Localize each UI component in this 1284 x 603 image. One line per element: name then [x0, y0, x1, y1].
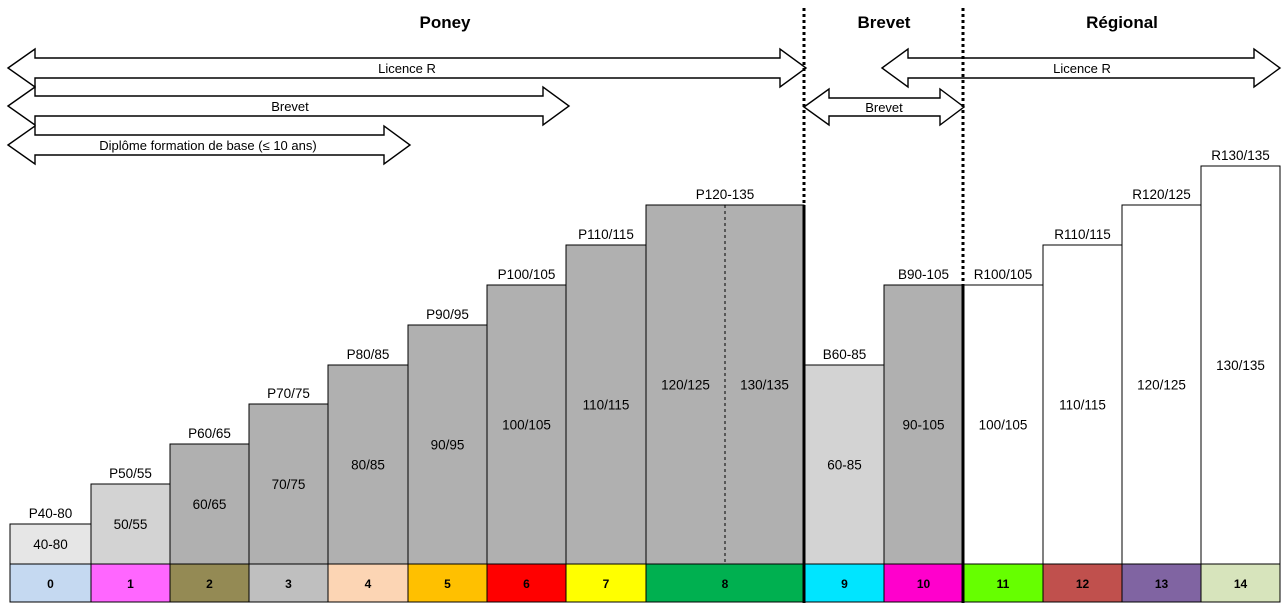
header-regional: Régional — [1086, 13, 1158, 32]
level-label-10: 10 — [917, 577, 931, 591]
step-bar-6 — [486, 284, 567, 565]
level-cell-9 — [804, 563, 885, 603]
step-inner-label-13: 120/125 — [1137, 378, 1186, 393]
level-cell-7 — [565, 563, 647, 603]
level-label-4: 4 — [365, 577, 372, 591]
step-inner-label-3: 70/75 — [272, 477, 306, 492]
arrow-brevet-poney: Brevet — [6, 85, 571, 127]
level-cell-2 — [169, 563, 250, 603]
level-label-0: 0 — [47, 577, 54, 591]
step-inner-label-8: 120/125 — [661, 378, 710, 393]
level-cell-6 — [486, 563, 567, 603]
level-label-12: 12 — [1076, 577, 1090, 591]
steps-group: P40-80 40-80 0 P50/55 50/55 1 P60/65 60/65 2 P70/… — [9, 148, 1281, 603]
level-label-5: 5 — [444, 577, 451, 591]
level-label-14: 14 — [1234, 577, 1248, 591]
step-inner-label2-8: 130/135 — [740, 378, 789, 393]
header-poney: Poney — [419, 13, 471, 32]
arrow-brevet-poney-label: Brevet — [271, 99, 309, 114]
step-inner-label-14: 130/135 — [1216, 358, 1265, 373]
step-inner-label-2: 60/65 — [193, 497, 227, 512]
step-top-label-3: P70/75 — [267, 386, 310, 401]
level-label-13: 13 — [1155, 577, 1169, 591]
step-bar-14 — [1200, 165, 1281, 565]
level-label-2: 2 — [206, 577, 213, 591]
arrow-licence-r-regional: Licence R — [880, 47, 1282, 89]
step-bar-1 — [90, 483, 171, 565]
arrow-diplome: Diplôme formation de base (≤ 10 ans) — [6, 124, 412, 166]
step-bar-8 — [645, 204, 805, 565]
step-top-label-11: R100/105 — [974, 267, 1033, 282]
step-inner-label-4: 80/85 — [351, 458, 385, 473]
level-cell-0 — [9, 563, 92, 603]
step-top-label-1: P50/55 — [109, 466, 152, 481]
level-label-6: 6 — [523, 577, 530, 591]
step-inner-label-11: 100/105 — [979, 418, 1028, 433]
level-label-9: 9 — [841, 577, 848, 591]
step-inner-label-9: 60-85 — [827, 458, 862, 473]
level-cell-3 — [248, 563, 329, 603]
level-cell-13 — [1121, 563, 1202, 603]
step-top-label-12: R110/115 — [1054, 227, 1111, 242]
arrow-brevet-b: Brevet — [802, 87, 966, 127]
step-inner-label-12: 110/115 — [1059, 398, 1106, 413]
step-bar-13 — [1121, 204, 1202, 565]
step-bar-12 — [1042, 244, 1123, 565]
level-cell-14 — [1200, 563, 1281, 603]
level-cell-10 — [883, 563, 964, 603]
step-inner-label-10: 90-105 — [902, 418, 944, 433]
step-top-label-0: P40-80 — [29, 506, 73, 521]
step-bar-2 — [169, 443, 250, 565]
step-inner-label-6: 100/105 — [502, 418, 551, 433]
step-top-label-7: P110/115 — [578, 227, 634, 242]
level-cell-5 — [407, 563, 488, 603]
step-top-label-5: P90/95 — [426, 307, 469, 322]
step-top-label-13: R120/125 — [1132, 187, 1191, 202]
arrow-licence-r-poney: Licence R — [6, 47, 808, 89]
step-top-label-6: P100/105 — [498, 267, 556, 282]
arrow-diplome-label: Diplôme formation de base (≤ 10 ans) — [99, 138, 316, 153]
step-top-label-8: P120-135 — [696, 187, 755, 202]
level-label-1: 1 — [127, 577, 134, 591]
step-bar-7 — [565, 244, 647, 565]
level-label-7: 7 — [603, 577, 610, 591]
step-inner-label-5: 90/95 — [431, 438, 465, 453]
step-top-label-4: P80/85 — [347, 347, 390, 362]
step-bar-10 — [883, 284, 964, 565]
step-inner-label-1: 50/55 — [114, 517, 148, 532]
arrow-brevet-b-label: Brevet — [865, 100, 903, 115]
step-inner-label-0: 40-80 — [33, 537, 68, 552]
level-label-11: 11 — [997, 577, 1010, 591]
step-bar-9 — [804, 364, 885, 565]
step-bar-11 — [962, 284, 1044, 565]
level-label-3: 3 — [285, 577, 292, 591]
step-inner-label-7: 110/115 — [583, 398, 630, 413]
header-brevet: Brevet — [858, 13, 911, 32]
step-top-label-10: B90-105 — [898, 267, 949, 282]
step-top-label-14: R130/135 — [1211, 148, 1270, 163]
level-cell-4 — [327, 563, 409, 603]
level-label-8: 8 — [722, 577, 729, 591]
step-top-label-9: B60-85 — [823, 347, 867, 362]
arrow-licence-r-poney-label: Licence R — [378, 61, 436, 76]
level-cell-8 — [645, 563, 805, 603]
arrow-licence-r-regional-label: Licence R — [1053, 61, 1111, 76]
step-top-label-2: P60/65 — [188, 426, 231, 441]
step-bar-0 — [9, 523, 92, 565]
